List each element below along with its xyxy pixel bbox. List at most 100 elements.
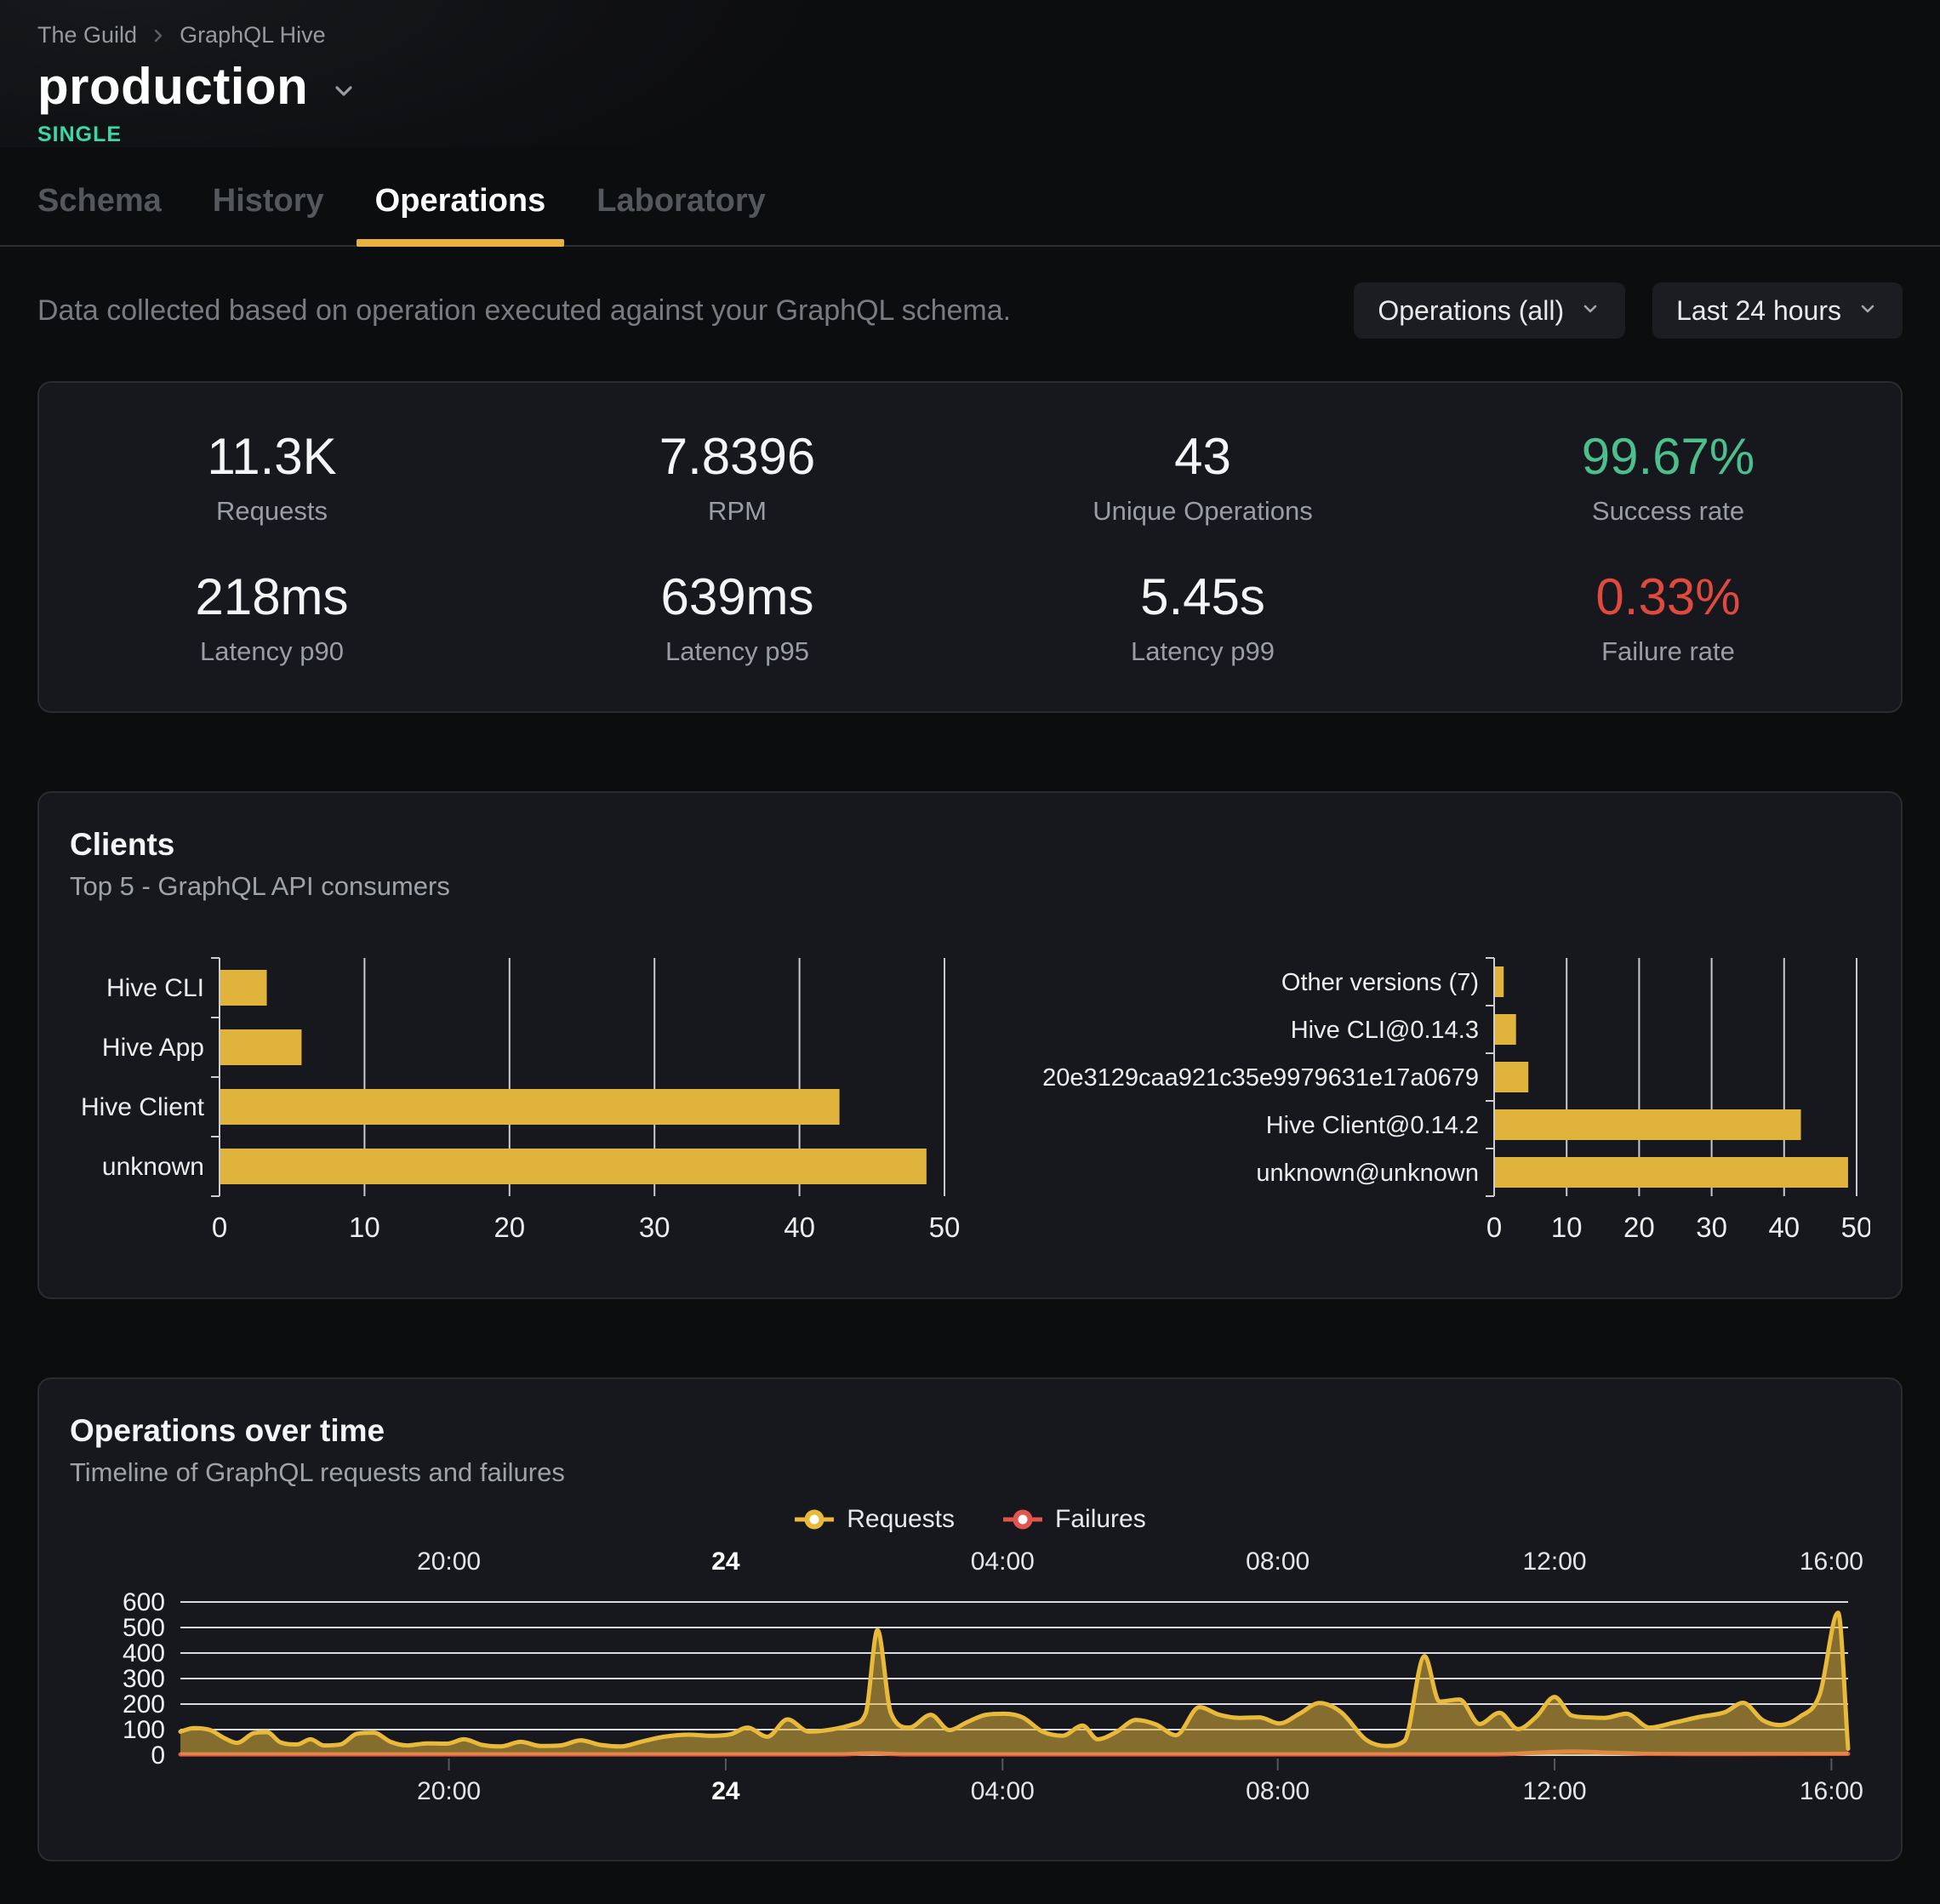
operations-timeline-chart: 0 100 200 300 400 500 600 20:00 20:00 24 24 04:00 04… [70,1548,1870,1812]
stat-label: Latency p90 [200,636,344,666]
stat-label: RPM [708,496,767,526]
svg-text:400: 400 [123,1639,165,1667]
svg-text:04:00: 04:00 [971,1777,1035,1805]
operations-over-time-card: Operations over time Timeline of GraphQL… [37,1377,1903,1861]
tab-schema[interactable]: Schema [15,183,184,245]
legend-item-failures[interactable]: Failures [1002,1505,1146,1534]
chevron-down-icon [1857,295,1879,327]
clients-charts-row: Hive CLI Hive App Hive Client unknown 0 10 20 3… [70,949,1872,1250]
svg-text:16:00: 16:00 [1800,1777,1863,1805]
clients-title: Clients [70,827,175,862]
clients-by-version-chart: Other versions (7) Hive CLI@0.14.3 Hive Ap… [919,949,1872,1250]
tabs-bar: Schema History Operations Laboratory [0,183,1940,247]
breadcrumb-org-link[interactable]: The Guild [37,22,138,48]
svg-text:600: 600 [123,1588,165,1616]
filter-description: Data collected based on operation execut… [37,294,1012,327]
tabs: Schema History Operations Laboratory [0,183,1940,247]
svg-text:300: 300 [123,1665,165,1693]
svg-text:500: 500 [123,1614,165,1642]
svg-text:40: 40 [1768,1211,1800,1243]
svg-text:0: 0 [1486,1211,1502,1243]
period-filter-button[interactable]: Last 24 hours [1652,282,1903,339]
svg-text:30: 30 [639,1211,670,1243]
svg-text:0: 0 [151,1742,165,1770]
clients-subtitle: Top 5 - GraphQL API consumers [70,871,450,901]
svg-text:30: 30 [1696,1211,1727,1243]
legend-label: Requests [847,1505,956,1533]
failures-marker-icon [1003,1509,1043,1530]
requests-marker-icon [795,1509,835,1530]
svg-text:200: 200 [123,1690,165,1719]
svg-text:20:00: 20:00 [417,1548,481,1576]
svg-text:10: 10 [349,1211,380,1243]
filter-row: Data collected based on operation execut… [37,282,1903,339]
svg-text:20: 20 [494,1211,525,1243]
page-title: production [37,58,309,115]
svg-text:100: 100 [123,1716,165,1744]
operations-subtitle: Timeline of GraphQL requests and failure… [70,1457,565,1487]
stat-success-rate: 99.67% Success rate [1435,427,1901,527]
clients-by-name-chart: Hive CLI Hive App Hive Client unknown 0 10 20 3… [70,949,979,1250]
svg-text:40: 40 [784,1211,815,1243]
svg-text:unknown@unknown: unknown@unknown [1256,1160,1479,1187]
stat-latency-p90: 218ms Latency p90 [39,567,505,667]
page-header: The Guild GraphQL Hive production SINGLE [0,0,1940,147]
stat-label: Unique Operations [1093,496,1313,526]
svg-text:50: 50 [929,1211,961,1243]
stat-value: 5.45s [1140,568,1265,625]
stat-value: 0.33% [1595,568,1741,625]
svg-text:08:00: 08:00 [1246,1548,1310,1576]
breadcrumb-project-link[interactable]: GraphQL Hive [180,22,326,48]
stat-label: Latency p99 [1131,636,1275,666]
stat-rpm: 7.8396 RPM [505,427,970,527]
stat-value: 639ms [660,568,814,625]
tab-history[interactable]: History [191,183,346,245]
svg-text:08:00: 08:00 [1246,1777,1310,1805]
svg-text:10: 10 [1551,1211,1583,1243]
main-content: Data collected based on operation execut… [0,282,1940,1861]
operations-filter-button[interactable]: Operations (all) [1354,282,1626,339]
stat-unique-operations: 43 Unique Operations [970,427,1435,527]
svg-text:20: 20 [1623,1211,1655,1243]
legend-item-requests[interactable]: Requests [794,1505,955,1534]
stat-value: 99.67% [1581,428,1755,485]
clients-card: Clients Top 5 - GraphQL API consumers Hi… [37,791,1903,1299]
svg-text:24: 24 [711,1777,740,1805]
svg-text:unknown: unknown [102,1153,204,1181]
svg-text:Hive Client: Hive Client [81,1093,205,1121]
svg-text:Hive App: Hive App [102,1034,204,1062]
chevron-right-icon [149,26,168,45]
stat-label: Success rate [1591,496,1745,526]
svg-text:12:00: 12:00 [1523,1777,1587,1805]
svg-text:Hive CLI@0.14.3: Hive CLI@0.14.3 [1291,1017,1479,1044]
operations-filter-label: Operations (all) [1378,294,1565,326]
chart-legend: Requests Failures [70,1505,1870,1534]
stat-failure-rate: 0.33% Failure rate [1435,567,1901,667]
stat-label: Failure rate [1601,636,1735,666]
chevron-down-icon [1579,295,1601,327]
operations-title: Operations over time [70,1413,385,1448]
stat-label: Latency p95 [665,636,809,666]
svg-text:50: 50 [1841,1211,1870,1243]
stat-requests: 11.3K Requests [39,427,505,527]
legend-label: Failures [1055,1505,1146,1533]
stat-value: 218ms [195,568,349,625]
stat-latency-p99: 5.45s Latency p99 [970,567,1435,667]
svg-text:Hive Client@0.14.2: Hive Client@0.14.2 [1266,1112,1479,1139]
svg-text:04:00: 04:00 [971,1548,1035,1576]
svg-text:12:00: 12:00 [1523,1548,1587,1576]
stats-card: 11.3K Requests 7.8396 RPM 43 Unique Oper… [37,381,1903,713]
chevron-down-icon [330,77,357,107]
stat-value: 7.8396 [659,428,816,485]
svg-text:24: 24 [711,1548,740,1576]
stat-value: 11.3K [207,428,337,485]
svg-text:20:00: 20:00 [417,1777,481,1805]
stat-label: Requests [216,496,328,526]
period-filter-label: Last 24 hours [1676,294,1841,326]
svg-text:16:00: 16:00 [1800,1548,1863,1576]
tab-operations[interactable]: Operations [353,183,568,247]
tab-laboratory[interactable]: Laboratory [574,183,787,245]
target-selector-toggle[interactable] [330,77,357,107]
svg-text:Hive CLI: Hive CLI [106,974,204,1002]
